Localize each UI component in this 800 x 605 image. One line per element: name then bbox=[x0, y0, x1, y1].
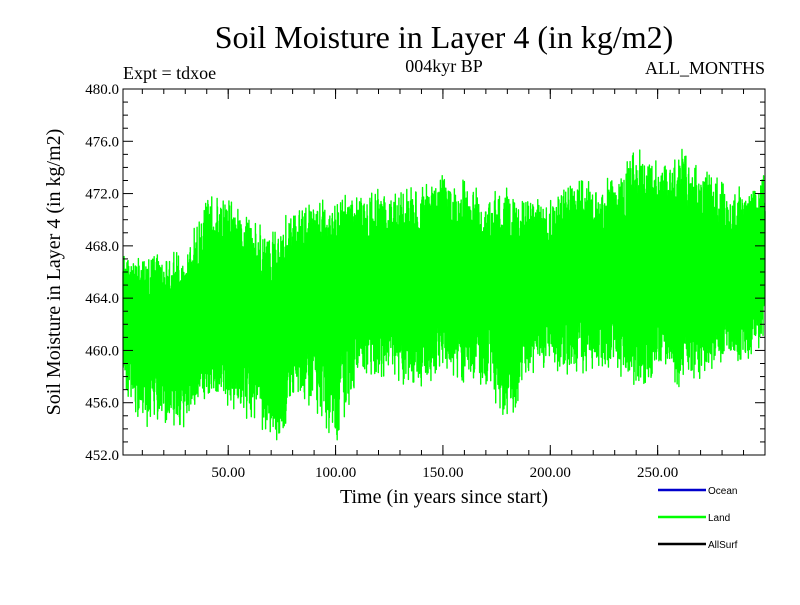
x-tick-label: 250.00 bbox=[637, 465, 678, 481]
y-tick-label: 464.0 bbox=[85, 291, 119, 307]
chart-title: Soil Moisture in Layer 4 (in kg/m2) bbox=[215, 19, 674, 55]
x-tick-label: 50.00 bbox=[211, 465, 245, 481]
y-tick-label: 468.0 bbox=[85, 239, 119, 255]
experiment-label: Expt = tdxoe bbox=[123, 63, 216, 83]
y-tick-label: 460.0 bbox=[85, 343, 119, 359]
legend-label-land: Land bbox=[708, 513, 730, 524]
series-line-land bbox=[122, 148, 766, 441]
x-tick-label: 200.00 bbox=[530, 465, 571, 481]
x-tick-label: 150.00 bbox=[422, 465, 463, 481]
y-tick-label: 452.0 bbox=[85, 448, 119, 464]
axis-layer: 50.00 100.00 150.00 200.00 250.00 452.0 456.0 4… bbox=[85, 82, 766, 481]
y-tick-label: 480.0 bbox=[85, 82, 119, 98]
y-minor-ticks bbox=[123, 101, 765, 443]
chart-subtitle: 004kyr BP bbox=[405, 56, 483, 76]
y-axis-label: Soil Moisture in Layer 4 (in kg/m2) bbox=[43, 129, 65, 416]
y-tick-label: 456.0 bbox=[85, 396, 119, 412]
legend-label-allsurf: AllSurf bbox=[708, 540, 738, 551]
x-tick-label: 100.00 bbox=[315, 465, 356, 481]
y-tick-label: 472.0 bbox=[85, 187, 119, 203]
legend: Ocean Land AllSurf bbox=[658, 486, 738, 551]
series-layer bbox=[122, 148, 766, 441]
period-label: ALL_MONTHS bbox=[645, 58, 765, 78]
x-axis-label: Time (in years since start) bbox=[340, 486, 548, 508]
legend-label-ocean: Ocean bbox=[708, 486, 737, 497]
y-tick-label: 476.0 bbox=[85, 134, 119, 150]
